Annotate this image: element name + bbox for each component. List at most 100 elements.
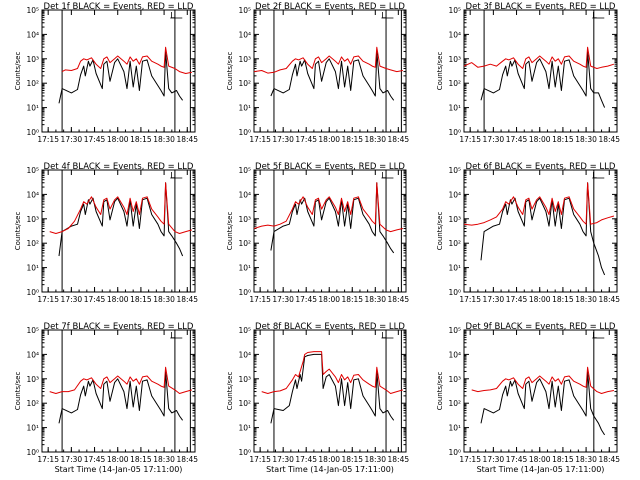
x-tick-label: 17:45 xyxy=(84,455,106,464)
y-axis-label: Counts/sec xyxy=(14,372,22,411)
y-tick-label: 10⁵ xyxy=(448,326,461,335)
x-tick-label: 18:30 xyxy=(575,455,597,464)
interval-bracket-label: L xyxy=(592,171,597,180)
chart-title: Det 6f BLACK = Events, RED = LLD xyxy=(466,162,616,172)
x-tick-label: 18:15 xyxy=(341,295,363,304)
interval-bracket-label: L xyxy=(170,331,175,340)
chart-title: Det 5f BLACK = Events, RED = LLD xyxy=(255,162,405,172)
x-tick-label: 17:30 xyxy=(61,455,83,464)
x-tick-label: 18:00 xyxy=(529,295,551,304)
y-tick-label: 10⁵ xyxy=(238,326,251,335)
y-tick-label: 10¹ xyxy=(448,264,461,273)
x-tick-label: 17:30 xyxy=(483,295,505,304)
y-tick-label: 10⁴ xyxy=(448,190,461,199)
interval-bracket-label: L xyxy=(170,11,175,20)
y-tick-label: 10⁰ xyxy=(448,128,461,137)
lld-series-line xyxy=(61,46,192,74)
y-axis-label: Counts/sec xyxy=(226,212,234,251)
x-tick-label: 17:45 xyxy=(84,135,106,144)
y-tick-label: 10¹ xyxy=(238,104,251,113)
x-tick-label: 18:45 xyxy=(388,295,410,304)
y-tick-label: 10² xyxy=(26,399,39,408)
y-tick-label: 10² xyxy=(238,239,251,248)
chart-title: Det 1f BLACK = Events, RED = LLD xyxy=(44,2,194,12)
y-axis-label: Counts/sec xyxy=(436,212,444,251)
x-tick-label: 17:45 xyxy=(506,295,528,304)
plot-frame xyxy=(41,329,196,453)
y-tick-label: 10⁵ xyxy=(26,6,39,15)
y-tick-label: 10¹ xyxy=(26,104,39,113)
x-tick-label: 17:30 xyxy=(483,455,505,464)
y-tick-label: 10³ xyxy=(238,215,251,224)
x-tick-label: 18:15 xyxy=(341,455,363,464)
y-tick-label: 10⁰ xyxy=(238,288,251,297)
x-tick-label: 18:45 xyxy=(598,295,620,304)
y-tick-label: 10² xyxy=(26,79,39,88)
x-tick-label: 17:15 xyxy=(249,135,271,144)
lld-series-line xyxy=(463,46,615,69)
x-tick-label: 18:00 xyxy=(529,455,551,464)
y-tick-label: 10¹ xyxy=(448,104,461,113)
x-tick-label: 17:15 xyxy=(37,135,59,144)
x-tick-label: 17:15 xyxy=(37,455,59,464)
lld-series-line xyxy=(49,366,193,394)
x-tick-label: 17:30 xyxy=(272,295,294,304)
y-tick-label: 10³ xyxy=(448,375,461,384)
x-tick-label: 18:00 xyxy=(107,295,129,304)
x-tick-label: 18:30 xyxy=(364,295,386,304)
y-tick-label: 10³ xyxy=(238,375,251,384)
interval-bracket-label: L xyxy=(381,11,386,20)
y-tick-label: 10¹ xyxy=(26,264,39,273)
x-tick-label: 17:45 xyxy=(295,135,317,144)
x-tick-label: 17:30 xyxy=(272,135,294,144)
plot-frame xyxy=(463,169,618,293)
x-axis-label: Start Time (14-Jan-05 17:11:00) xyxy=(477,465,605,474)
x-tick-label: 18:00 xyxy=(318,295,340,304)
y-tick-label: 10² xyxy=(238,399,251,408)
x-tick-label: 17:45 xyxy=(84,295,106,304)
y-tick-label: 10² xyxy=(26,239,39,248)
events-series-line xyxy=(480,182,606,276)
y-tick-label: 10³ xyxy=(448,55,461,64)
plot-frame xyxy=(41,169,196,293)
plot-frame xyxy=(253,169,407,293)
x-tick-label: 18:00 xyxy=(529,135,551,144)
lld-series-line xyxy=(471,366,614,394)
y-tick-label: 10⁵ xyxy=(238,166,251,175)
events-series-line xyxy=(270,353,395,424)
x-tick-label: 18:45 xyxy=(176,455,198,464)
x-tick-label: 18:45 xyxy=(176,295,198,304)
y-tick-label: 10⁴ xyxy=(26,30,39,39)
detector-panel: Det 2f BLACK = Events, RED = LLD 10⁰ 10¹ 10… xyxy=(226,2,409,144)
x-tick-label: 18:45 xyxy=(388,455,410,464)
y-tick-label: 10⁴ xyxy=(26,190,39,199)
interval-bracket-label: L xyxy=(592,331,597,340)
x-axis-label: Start Time (14-Jan-05 17:11:00) xyxy=(266,465,394,474)
events-series-line xyxy=(58,51,184,104)
x-tick-label: 18:45 xyxy=(388,135,410,144)
y-tick-label: 10⁵ xyxy=(448,166,461,175)
lld-series-line xyxy=(49,182,193,234)
lld-series-line xyxy=(463,182,615,226)
x-tick-label: 18:30 xyxy=(153,455,175,464)
x-tick-label: 18:00 xyxy=(107,135,129,144)
y-axis-label: Counts/sec xyxy=(14,52,22,91)
chart-title: Det 3f BLACK = Events, RED = LLD xyxy=(466,2,616,12)
y-tick-label: 10¹ xyxy=(448,424,461,433)
y-axis-label: Counts/sec xyxy=(226,372,234,411)
events-series-line xyxy=(480,371,606,436)
y-tick-label: 10³ xyxy=(238,55,251,64)
x-tick-label: 18:30 xyxy=(364,135,386,144)
y-axis-label: Counts/sec xyxy=(436,52,444,91)
y-tick-label: 10³ xyxy=(26,215,39,224)
x-tick-label: 17:15 xyxy=(459,455,481,464)
y-tick-label: 10¹ xyxy=(238,424,251,433)
x-tick-label: 17:30 xyxy=(61,135,83,144)
interval-bracket-label: L xyxy=(592,11,597,20)
x-tick-label: 18:45 xyxy=(176,135,198,144)
x-tick-label: 17:15 xyxy=(249,295,271,304)
y-tick-label: 10⁴ xyxy=(448,30,461,39)
y-tick-label: 10⁴ xyxy=(238,30,251,39)
x-tick-label: 18:15 xyxy=(341,135,363,144)
